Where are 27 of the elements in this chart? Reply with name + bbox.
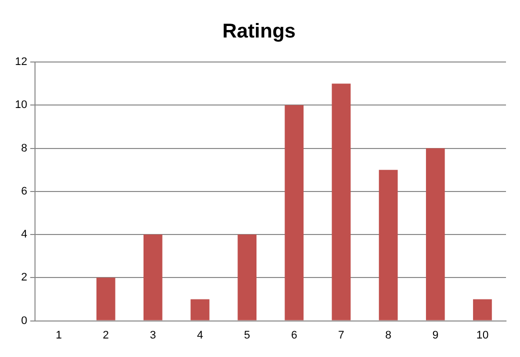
y-tick-label: 4 (21, 228, 28, 241)
x-tick-label: 9 (432, 329, 438, 342)
bar (238, 234, 256, 320)
y-tick-label: 2 (21, 272, 28, 284)
bar (473, 299, 492, 320)
x-tick-label: 2 (102, 329, 109, 342)
x-tick-label: 5 (244, 329, 250, 342)
bar (96, 278, 116, 320)
y-tick-label: 8 (21, 142, 28, 154)
x-tick-label: 4 (196, 329, 204, 342)
bar (190, 299, 210, 320)
y-tick-label: 6 (21, 185, 28, 198)
y-tick-label: 10 (14, 99, 28, 112)
x-tick-label: 8 (385, 329, 392, 342)
x-tick-label: 10 (476, 329, 489, 342)
x-tick-label: 6 (291, 329, 298, 342)
bar (378, 170, 398, 320)
bar (144, 234, 162, 320)
bar (284, 105, 304, 320)
y-tick-label: 12 (14, 56, 28, 68)
bar (332, 84, 351, 320)
x-tick-label: 1 (56, 329, 62, 342)
x-tick-label: 3 (150, 329, 156, 342)
y-tick-label: 0 (21, 314, 28, 327)
x-tick-label: 7 (338, 329, 344, 342)
chart-title: Ratings (222, 20, 296, 43)
bar (426, 148, 445, 320)
